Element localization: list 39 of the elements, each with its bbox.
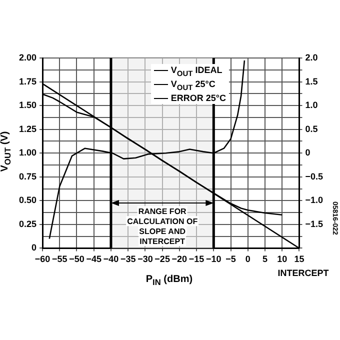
x-tick-label: −25: [154, 254, 170, 264]
annotation: INTERCEPT: [278, 268, 330, 278]
y2-tick-label: −1.0: [305, 195, 324, 206]
y-tick-label: 1.25: [18, 124, 37, 134]
y2-tick-label: 1.5: [305, 76, 318, 86]
y-tick-label: 0.75: [18, 171, 37, 182]
x-tick-label: 0: [245, 254, 250, 264]
y-tick-label: 2.00: [18, 52, 37, 62]
x-tick-label: 10: [277, 254, 288, 264]
y2-tick-label: −1.5: [305, 218, 324, 229]
x-tick-label: 5: [262, 254, 268, 264]
x-tick-label: −15: [188, 254, 204, 264]
legend-label: ERROR 25°C: [170, 92, 226, 103]
y-tick-label: 1.75: [18, 76, 37, 86]
x-tick-label: −5: [226, 254, 236, 264]
y-tick-label: 0.50: [18, 195, 37, 206]
y2-tick-label: −0.5: [305, 171, 324, 182]
x-tick-label: −30: [138, 254, 153, 264]
x-tick-label: −60: [34, 254, 50, 264]
x-tick-label: −45: [86, 254, 102, 264]
legend-label: V$_{OUT}$ 25°C: [170, 78, 216, 93]
legend-label: V$_{OUT}$ IDEAL: [170, 65, 224, 79]
x-tick-label: −50: [69, 254, 84, 264]
y-tick-label: 1.50: [18, 100, 37, 110]
y2-tick-label: 1.0: [305, 100, 318, 110]
x-tick-label: −35: [120, 254, 136, 264]
y-tick-label: 1.00: [18, 148, 37, 158]
x-tick-label: 15: [294, 254, 304, 264]
x-tick-label: −10: [206, 254, 222, 264]
x-tick-label: −55: [52, 254, 68, 264]
x-tick-label: −40: [103, 254, 119, 264]
y2-tick-label: 0.5: [305, 124, 318, 134]
y-tick-label: 0: [32, 242, 37, 253]
y-tick-label: 0.25: [18, 218, 37, 229]
x-axis-title: P$_{IN}$ (dBm): [146, 274, 193, 288]
y2-tick-label: 0: [305, 148, 310, 158]
band-label: RANGE FOR CALCULATION OF SLOPE AND INTERCEPT: [127, 207, 198, 246]
y2-tick-label: 2.0: [305, 52, 318, 62]
x-tick-label: −20: [172, 254, 188, 264]
